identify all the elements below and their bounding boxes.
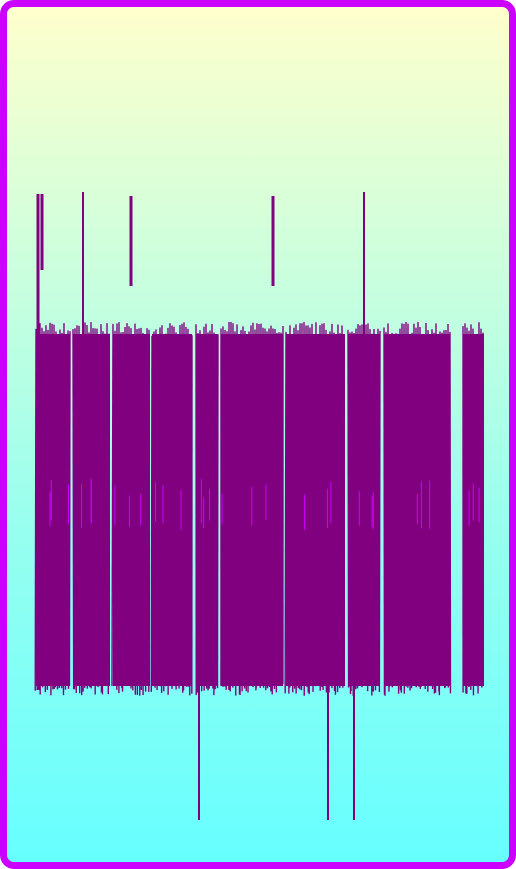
stroke-line	[424, 322, 427, 690]
stroke-line	[378, 330, 381, 692]
stroke-line	[247, 331, 250, 693]
stroke-line	[268, 328, 271, 688]
stroke-line	[431, 329, 434, 689]
stroke-line	[46, 329, 49, 690]
stroke-line	[111, 323, 114, 686]
stroke-line	[234, 331, 237, 696]
stroke-line	[229, 322, 232, 692]
stroke-line	[475, 335, 478, 687]
stroke-line	[101, 331, 104, 695]
stroke-line	[54, 331, 57, 688]
stroke-line	[181, 323, 184, 693]
stroke-line	[284, 331, 287, 694]
stroke-line	[178, 325, 181, 689]
stroke-line	[352, 333, 355, 696]
stroke-line	[97, 334, 100, 688]
stroke-line	[308, 327, 311, 695]
stroke-line	[333, 332, 336, 691]
stroke-line	[156, 335, 159, 691]
stroke-line	[211, 323, 214, 689]
stroke-line	[120, 332, 123, 689]
stroke-line	[262, 327, 265, 688]
stroke-line	[312, 334, 315, 692]
stroke-line	[216, 334, 219, 689]
stroke-line	[205, 323, 208, 689]
stroke-line	[152, 331, 155, 687]
stroke-line	[477, 322, 480, 694]
stroke-line	[341, 325, 344, 688]
stroke-line	[96, 328, 99, 686]
vertical-stroke-artwork	[34, 192, 484, 820]
stroke-line	[41, 327, 44, 688]
stroke-line	[443, 330, 446, 689]
stroke-line	[138, 328, 141, 696]
stroke-line	[58, 329, 61, 688]
stroke-line	[384, 331, 387, 696]
stroke-line	[92, 328, 95, 686]
stroke-line	[334, 335, 337, 695]
stroke-line	[75, 325, 78, 693]
stroke-line	[392, 334, 395, 686]
stroke-line	[350, 331, 353, 692]
stroke-line	[236, 324, 239, 685]
stroke-line	[150, 335, 153, 692]
stroke-line	[444, 329, 447, 688]
stroke-line	[474, 335, 477, 685]
stroke-line	[328, 331, 331, 693]
stroke-line	[417, 322, 420, 687]
stroke-line	[255, 323, 258, 689]
stroke-line	[146, 328, 149, 685]
stroke-line	[264, 328, 267, 691]
stroke-line	[275, 332, 278, 693]
stroke-line	[88, 332, 91, 688]
stroke-line	[394, 333, 397, 686]
stroke-line	[51, 323, 54, 690]
stroke-line	[225, 331, 228, 690]
spike-strokes	[36, 192, 365, 820]
stroke-line	[44, 325, 47, 693]
stroke-line	[400, 323, 403, 693]
stroke-line	[64, 334, 67, 690]
stroke-line	[72, 328, 75, 690]
stroke-line	[287, 335, 290, 694]
stroke-line	[347, 329, 350, 688]
stroke-line	[322, 323, 325, 690]
stroke-line	[78, 325, 81, 694]
stroke-line	[107, 333, 110, 695]
stroke-line	[103, 333, 106, 687]
stroke-line	[300, 323, 303, 691]
stroke-line	[241, 326, 244, 692]
stroke-line	[291, 334, 294, 693]
stroke-line	[125, 323, 128, 685]
stroke-line	[124, 327, 127, 685]
stroke-line	[397, 333, 400, 694]
stroke-line	[376, 328, 379, 685]
stroke-line	[214, 334, 217, 690]
stroke-line	[68, 331, 71, 686]
stroke-line	[56, 335, 59, 690]
stroke-line	[374, 334, 377, 691]
stroke-line	[144, 335, 147, 692]
stroke-line	[238, 335, 241, 695]
stroke-line	[293, 327, 296, 689]
stroke-line	[34, 328, 37, 691]
stroke-line	[438, 331, 441, 696]
stroke-line	[245, 335, 248, 692]
stroke-line	[388, 335, 391, 688]
stroke-line	[480, 328, 483, 688]
stroke-block	[34, 322, 484, 696]
stroke-line	[239, 329, 242, 695]
stroke-line	[259, 323, 262, 688]
stroke-line	[423, 335, 426, 685]
stroke-line	[172, 326, 175, 685]
stroke-line	[364, 324, 367, 685]
stroke-line	[305, 325, 308, 687]
stroke-line	[316, 335, 319, 685]
stroke-line	[62, 323, 65, 696]
stroke-line	[273, 328, 276, 690]
stroke-line	[271, 328, 274, 695]
stroke-line	[412, 323, 415, 686]
stroke-line	[464, 323, 467, 694]
